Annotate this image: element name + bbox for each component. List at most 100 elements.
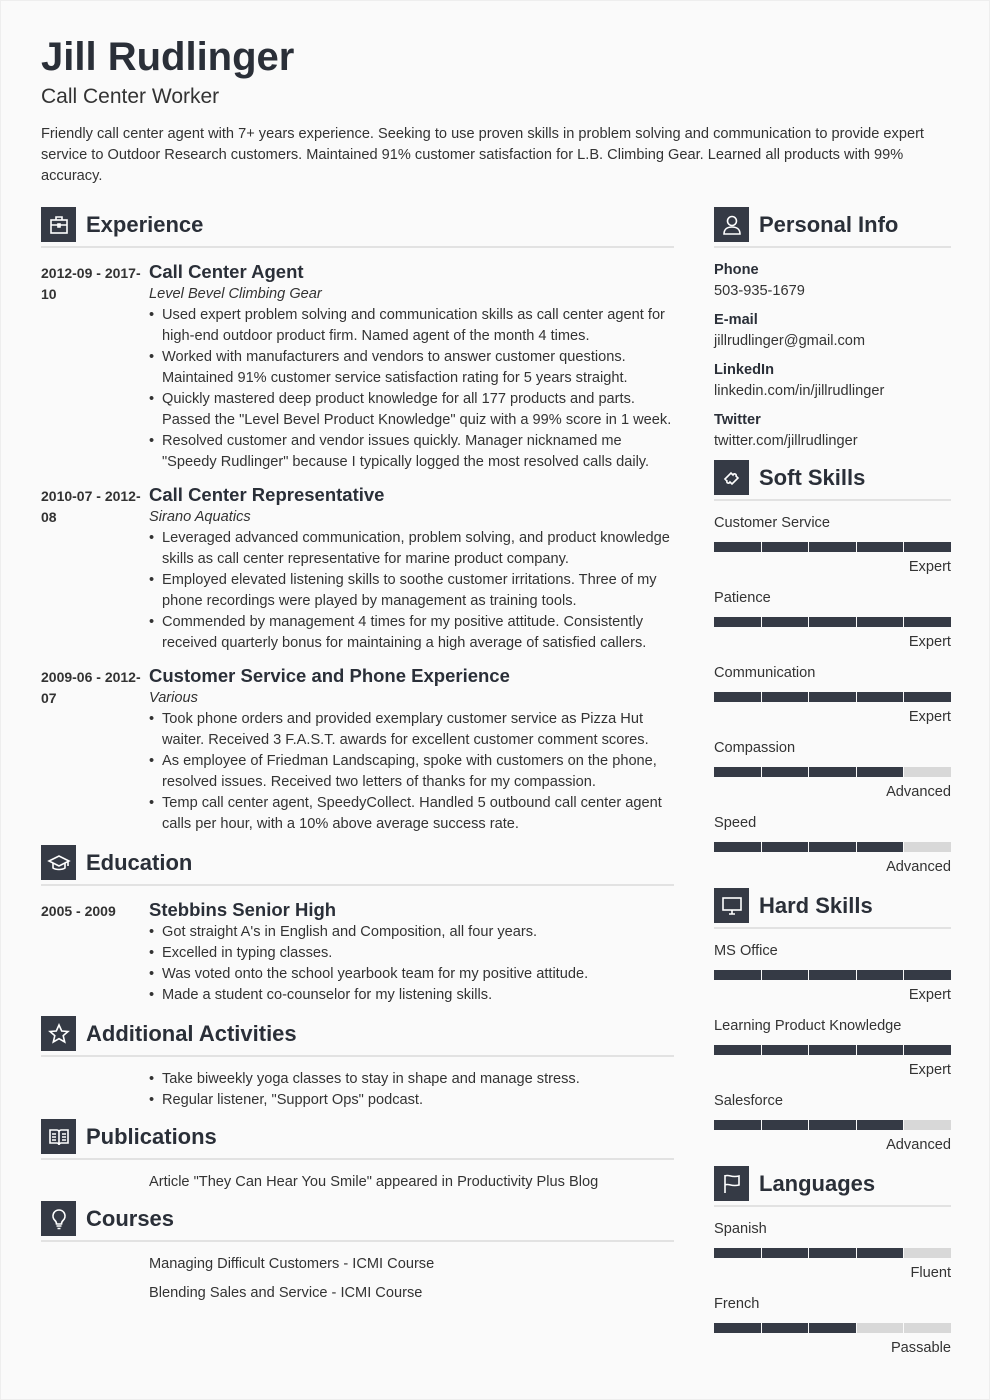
bar-segment — [714, 692, 761, 702]
bullet-item: Was voted onto the school yearbook team … — [149, 964, 674, 985]
entry-date: 2005 - 2009 — [41, 903, 116, 919]
bar-segment — [809, 767, 856, 777]
bar-segment — [714, 970, 761, 980]
skill-level-bar — [714, 1120, 951, 1130]
skill-level-bar — [714, 692, 951, 702]
skill-name: Speed — [714, 815, 757, 831]
skill-level: Passable — [890, 1340, 951, 1356]
book-icon — [41, 1119, 76, 1154]
skill-level-bar — [714, 1323, 951, 1333]
info-value: twitter.com/jillrudlinger — [714, 433, 858, 449]
section-title: Hard Skills — [759, 892, 873, 918]
hard-skills-section: Hard Skills MS Office Expert Learning Produ… — [714, 888, 951, 1156]
info-label: Twitter — [714, 412, 761, 428]
bar-segment — [761, 692, 809, 702]
bullet-item: Resolved customer and vendor issues quic… — [149, 431, 674, 473]
skill-name: Compassion — [714, 740, 796, 756]
bar-segment — [904, 692, 951, 702]
entry-date: 2010-07 - 2012-08 — [41, 488, 141, 525]
bar-segment — [714, 1248, 761, 1258]
bullet-item: Temp call center agent, SpeedyCollect. H… — [149, 793, 674, 835]
section-header: Additional Activities — [41, 1016, 674, 1057]
bullet-list: Got straight A's in English and Composit… — [149, 922, 674, 1006]
skill-level: Expert — [908, 559, 951, 575]
courses-item: Blending Sales and Service - ICMI Course — [149, 1285, 423, 1301]
entry-organization: Sirano Aquatics — [149, 509, 251, 525]
bar-segment — [904, 542, 951, 552]
graduation-cap-icon — [41, 845, 76, 880]
skill-level-bar — [714, 970, 951, 980]
courses-item: Managing Difficult Customers - ICMI Cour… — [149, 1256, 435, 1272]
bar-segment — [761, 767, 809, 777]
lightbulb-icon — [41, 1201, 76, 1236]
bar-segment — [809, 1248, 856, 1258]
skill-level: Expert — [908, 1062, 951, 1078]
bullet-item: Regular listener, "Support Ops" podcast. — [149, 1090, 674, 1111]
bullet-list: Leveraged advanced communication, proble… — [149, 528, 674, 654]
bar-segment — [761, 1248, 809, 1258]
bar-segment — [714, 542, 761, 552]
bullet-list: Take biweekly yoga classes to stay in sh… — [41, 1069, 674, 1111]
skill-item: French Passable — [714, 1294, 951, 1359]
bar-segment — [856, 970, 904, 980]
skill-item: Customer Service Expert — [714, 513, 951, 578]
bar-segment — [904, 970, 951, 980]
skill-name: Communication — [714, 665, 816, 681]
sidebar-column: Personal Info Phone 503-935-1679 E-mail jill… — [714, 207, 951, 1369]
bar-segment — [856, 617, 904, 627]
entry-body: Call Center Representative Sirano Aquatic… — [149, 483, 674, 654]
skill-level-bar — [714, 1248, 951, 1258]
section-header: Hard Skills — [714, 888, 951, 929]
skill-level: Fluent — [910, 1265, 951, 1281]
soft-skills-section: Soft Skills Customer Service Expert Patienc… — [714, 460, 951, 878]
bar-segment — [809, 1323, 856, 1333]
section-header: Languages — [714, 1166, 951, 1207]
info-label: Phone — [714, 262, 759, 278]
activities-section: Additional Activities Take biweekly yoga … — [41, 1016, 674, 1111]
section-title: Personal Info — [759, 211, 899, 237]
bullet-item: As employee of Friedman Landscaping, spo… — [149, 751, 674, 793]
bar-segment — [809, 842, 856, 852]
bullet-item: Worked with manufacturers and vendors to… — [149, 347, 674, 389]
info-value: linkedin.com/in/jillrudlinger — [714, 383, 885, 399]
info-value: jillrudlinger@gmail.com — [714, 333, 866, 349]
entry-body: Customer Service and Phone Experience Var… — [149, 664, 674, 835]
entry: 2009-06 - 2012-07 Customer Service and Ph… — [41, 664, 674, 835]
section-title: Experience — [86, 211, 204, 237]
skill-item: Patience Expert — [714, 588, 951, 653]
education-section: Education 2005 - 2009 Stebbins Senior High… — [41, 845, 674, 1006]
bullet-item: Take biweekly yoga classes to stay in sh… — [149, 1069, 674, 1090]
skill-name: Salesforce — [714, 1093, 783, 1109]
languages-section: Languages Spanish Fluent French Passable — [714, 1166, 951, 1359]
bar-segment — [856, 767, 904, 777]
bullet-item: Used expert problem solving and communic… — [149, 305, 674, 347]
skill-item: Communication Expert — [714, 663, 951, 728]
bullet-list: Used expert problem solving and communic… — [149, 305, 674, 473]
bar-segment — [856, 1323, 904, 1333]
bar-segment — [856, 1120, 904, 1130]
section-header: Soft Skills — [714, 460, 951, 501]
entry: 2012-09 - 2017-10 Call Center Agent Level … — [41, 260, 674, 473]
info-label: E-mail — [714, 312, 758, 328]
publications-item: Article "They Can Hear You Smile" appear… — [149, 1174, 599, 1190]
bar-segment — [904, 842, 951, 852]
section-title: Soft Skills — [759, 464, 866, 490]
bullet-list: Took phone orders and provided exemplary… — [149, 709, 674, 835]
skill-item: Learning Product Knowledge Expert — [714, 1016, 951, 1081]
skill-item: Salesforce Advanced — [714, 1091, 951, 1156]
bar-segment — [714, 1120, 761, 1130]
bar-segment — [714, 617, 761, 627]
bar-segment — [856, 542, 904, 552]
bar-segment — [904, 1045, 951, 1055]
candidate-name: Jill Rudlinger — [41, 35, 295, 79]
bar-segment — [809, 970, 856, 980]
skill-item: MS Office Expert — [714, 941, 951, 1006]
bar-segment — [809, 692, 856, 702]
bar-segment — [761, 970, 809, 980]
summary: Friendly call center agent with 7+ years… — [41, 126, 924, 184]
skill-level: Expert — [908, 634, 951, 650]
bullet-item: Took phone orders and provided exemplary… — [149, 709, 674, 751]
section-title: Courses — [86, 1205, 175, 1231]
section-header: Courses — [41, 1201, 674, 1242]
